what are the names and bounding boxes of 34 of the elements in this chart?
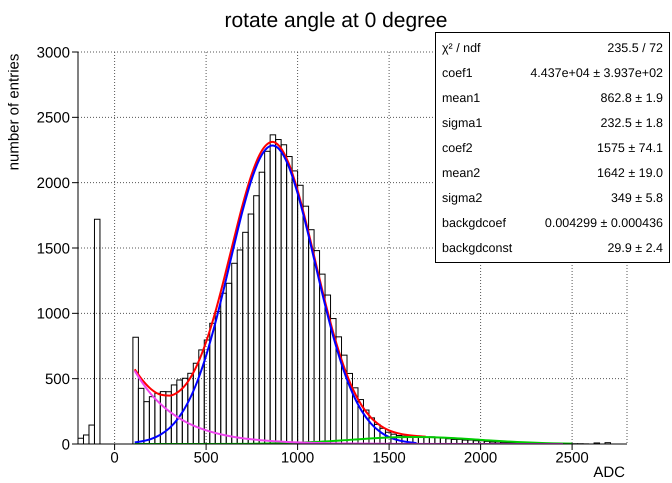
annotation: sigma2 (442, 190, 482, 204)
y-tick-label: 500 (44, 370, 70, 388)
annotation: sigma1 (442, 116, 482, 130)
y-tick-label: 0 (62, 436, 70, 454)
y-axis-title: number of entries (6, 54, 23, 170)
annotation: 29.9 ± 2.4 (607, 240, 663, 254)
chart-title: rotate angle at 0 degree (223, 8, 448, 34)
x-tick-label: 2000 (464, 450, 498, 467)
y-tick-label: 1000 (36, 306, 70, 323)
x-tick-label: 1500 (372, 450, 406, 467)
y-tick-label: 2000 (36, 174, 70, 192)
x-tick-label: 0 (110, 450, 119, 467)
annotation: coef1 (442, 66, 473, 80)
annotation: 0.004299 ± 0.000436 (544, 216, 663, 230)
annotation: 232.5 ± 1.8 (600, 116, 663, 130)
x-tick-label: 2500 (555, 450, 589, 467)
y-tick-label: 3000 (36, 44, 70, 62)
annotation: χ² / ndf (442, 40, 481, 54)
annotation: backgdcoef (442, 216, 506, 230)
y-tick-label: 2500 (36, 110, 70, 127)
annotation: backgdconst (442, 240, 512, 254)
annotation: 1642 ± 19.0 (597, 166, 663, 180)
x-tick-label: 500 (194, 450, 219, 467)
y-tick-label: 1500 (36, 240, 70, 258)
annotation: 235.5 / 72 (607, 40, 663, 54)
x-tick-label: 1000 (280, 450, 314, 467)
x-axis-title: ADC (593, 464, 626, 481)
annotation: 1575 ± 74.1 (597, 140, 663, 154)
annotation: mean1 (442, 90, 480, 104)
annotation: coef2 (442, 140, 473, 154)
annotation: 349 ± 5.8 (610, 190, 663, 204)
annotation: 4.437e+04 ± 3.937e+02 (530, 66, 663, 80)
annotation: 862.8 ± 1.9 (600, 90, 663, 104)
annotation: mean2 (442, 166, 480, 180)
